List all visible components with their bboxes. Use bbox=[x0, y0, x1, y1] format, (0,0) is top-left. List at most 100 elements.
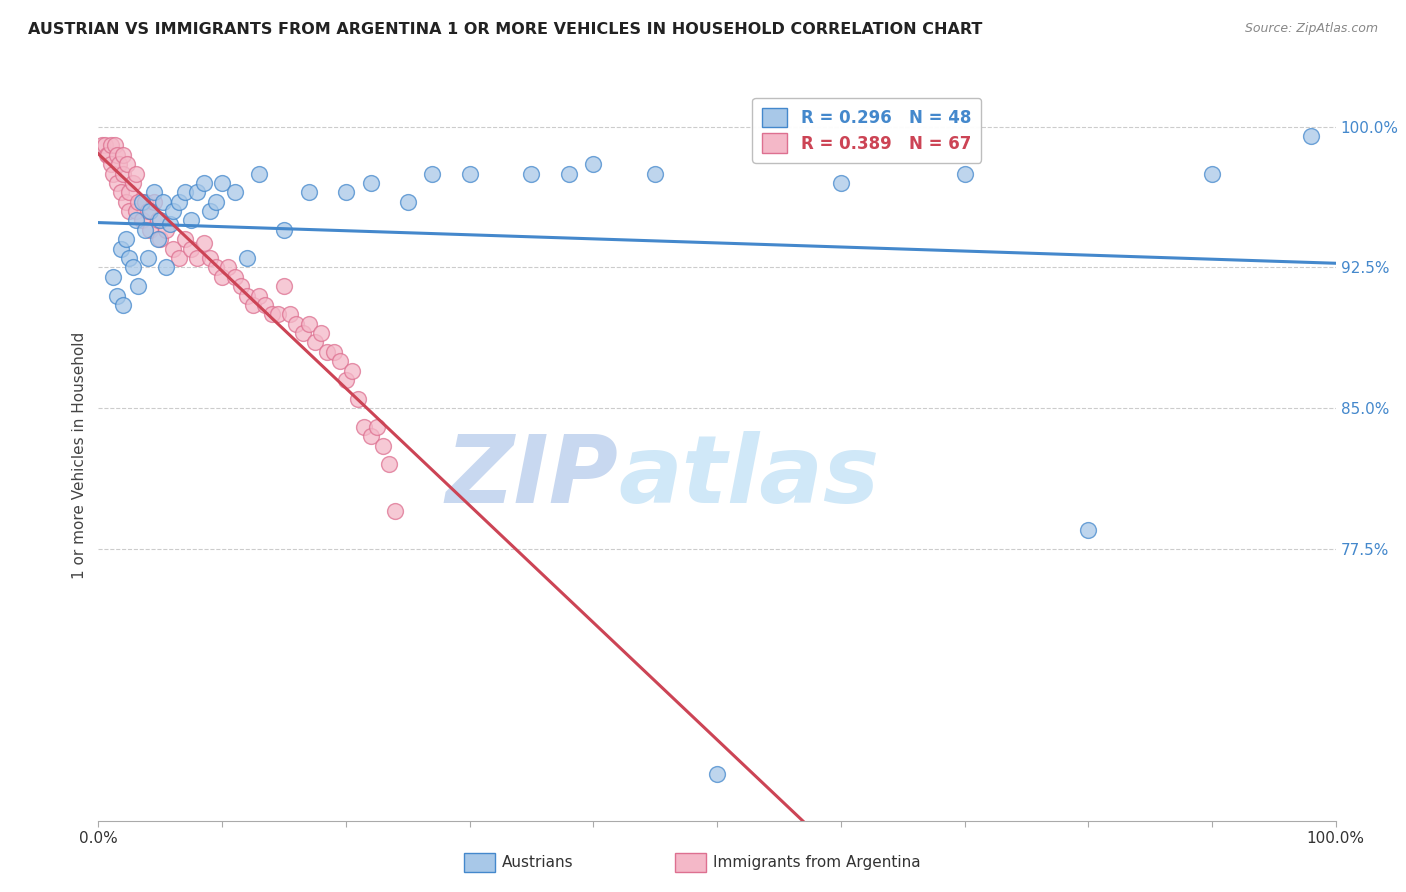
Point bbox=[174, 232, 197, 246]
Point bbox=[304, 335, 326, 350]
Point bbox=[110, 242, 132, 256]
Point bbox=[205, 194, 228, 209]
Point bbox=[103, 138, 125, 153]
Point bbox=[229, 279, 252, 293]
Point bbox=[236, 288, 259, 302]
Point bbox=[108, 157, 131, 171]
Point bbox=[340, 363, 363, 377]
Point bbox=[114, 232, 136, 246]
Point bbox=[127, 194, 149, 209]
Point bbox=[198, 251, 221, 265]
Point bbox=[267, 307, 290, 321]
Point bbox=[103, 269, 125, 284]
Point bbox=[112, 148, 135, 162]
Point bbox=[347, 392, 370, 406]
Point bbox=[124, 213, 146, 227]
Point bbox=[112, 298, 135, 312]
Point bbox=[96, 148, 118, 162]
Point bbox=[830, 176, 852, 190]
Point bbox=[322, 344, 344, 359]
Point bbox=[309, 326, 332, 340]
Point bbox=[146, 232, 169, 246]
Point bbox=[557, 167, 579, 181]
Point bbox=[122, 176, 145, 190]
Point bbox=[1201, 167, 1223, 181]
Point bbox=[247, 288, 270, 302]
Point bbox=[143, 186, 166, 200]
Point bbox=[224, 269, 246, 284]
Point bbox=[193, 176, 215, 190]
Point bbox=[247, 167, 270, 181]
Point bbox=[298, 186, 321, 200]
Point bbox=[371, 438, 394, 452]
Point bbox=[97, 148, 120, 162]
Point bbox=[134, 223, 156, 237]
Point bbox=[458, 167, 481, 181]
Text: atlas: atlas bbox=[619, 431, 879, 523]
Point bbox=[335, 373, 357, 387]
Point bbox=[100, 138, 122, 153]
Point bbox=[136, 251, 159, 265]
Point bbox=[186, 186, 208, 200]
Point bbox=[260, 307, 283, 321]
Point bbox=[149, 232, 172, 246]
Point bbox=[291, 326, 314, 340]
Point bbox=[1299, 129, 1322, 144]
Point bbox=[162, 204, 184, 219]
Point bbox=[149, 213, 172, 227]
Point bbox=[335, 186, 357, 200]
Point bbox=[131, 213, 153, 227]
Point bbox=[127, 279, 149, 293]
Point bbox=[396, 194, 419, 209]
Point bbox=[193, 235, 215, 250]
Point bbox=[134, 194, 156, 209]
Point bbox=[366, 419, 388, 434]
Point bbox=[139, 223, 162, 237]
Point bbox=[422, 167, 444, 181]
Point bbox=[146, 213, 169, 227]
Point bbox=[103, 167, 125, 181]
Text: Austrians: Austrians bbox=[502, 855, 574, 870]
Point bbox=[167, 194, 190, 209]
Point bbox=[273, 279, 295, 293]
Point bbox=[316, 344, 339, 359]
Text: Immigrants from Argentina: Immigrants from Argentina bbox=[713, 855, 921, 870]
Point bbox=[353, 419, 375, 434]
Point bbox=[254, 298, 277, 312]
Point bbox=[136, 204, 159, 219]
Point bbox=[217, 260, 239, 275]
Point bbox=[1077, 523, 1099, 537]
Point bbox=[124, 204, 146, 219]
Point bbox=[122, 260, 145, 275]
Point bbox=[180, 242, 202, 256]
Point bbox=[298, 317, 321, 331]
Point bbox=[360, 176, 382, 190]
Point bbox=[155, 223, 177, 237]
Point bbox=[139, 204, 162, 219]
Point bbox=[198, 204, 221, 219]
Point bbox=[155, 260, 177, 275]
Point bbox=[143, 194, 166, 209]
Point bbox=[285, 317, 308, 331]
Point bbox=[100, 157, 122, 171]
Point bbox=[152, 194, 174, 209]
Point bbox=[118, 204, 141, 219]
Point bbox=[329, 354, 352, 368]
Point bbox=[378, 458, 401, 472]
Legend: R = 0.296   N = 48, R = 0.389   N = 67: R = 0.296 N = 48, R = 0.389 N = 67 bbox=[752, 97, 981, 162]
Point bbox=[118, 186, 141, 200]
Point bbox=[105, 288, 128, 302]
Point bbox=[384, 504, 406, 518]
Point bbox=[118, 251, 141, 265]
Point bbox=[114, 194, 136, 209]
Point bbox=[105, 148, 128, 162]
Point bbox=[124, 167, 146, 181]
Point bbox=[174, 186, 197, 200]
Point bbox=[110, 186, 132, 200]
Point bbox=[273, 223, 295, 237]
Point bbox=[360, 429, 382, 443]
Point bbox=[93, 138, 115, 153]
Point bbox=[186, 251, 208, 265]
Point bbox=[236, 251, 259, 265]
Point bbox=[582, 157, 605, 171]
